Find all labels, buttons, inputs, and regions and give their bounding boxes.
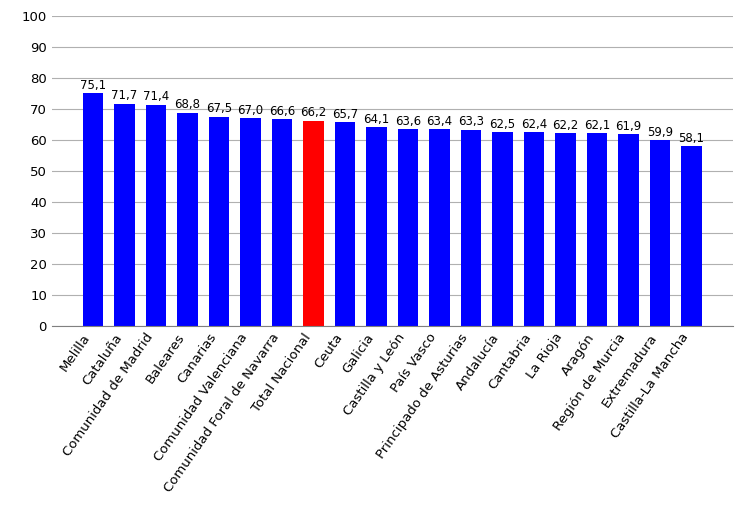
Text: 66,2: 66,2	[300, 106, 326, 119]
Bar	[272, 119, 292, 326]
Text: 65,7: 65,7	[332, 108, 358, 121]
Bar	[83, 93, 103, 326]
Bar	[240, 118, 260, 326]
Bar	[492, 132, 513, 326]
Bar	[650, 140, 670, 326]
Bar	[682, 146, 702, 326]
Bar	[366, 127, 387, 326]
Bar	[209, 117, 229, 326]
Bar	[587, 134, 607, 326]
Bar	[461, 130, 481, 326]
Text: 75,1: 75,1	[80, 79, 106, 92]
Text: 61,9: 61,9	[615, 120, 642, 133]
Text: 59,9: 59,9	[647, 126, 673, 139]
Text: 62,5: 62,5	[489, 118, 516, 131]
Text: 63,3: 63,3	[458, 115, 484, 128]
Text: 62,2: 62,2	[552, 119, 579, 132]
Text: 67,5: 67,5	[206, 103, 232, 115]
Bar	[114, 104, 135, 326]
Bar	[303, 120, 323, 326]
Text: 64,1: 64,1	[363, 113, 389, 126]
Bar	[334, 122, 355, 326]
Text: 62,1: 62,1	[584, 119, 610, 132]
Text: 68,8: 68,8	[175, 98, 201, 112]
Bar	[429, 129, 450, 326]
Text: 71,7: 71,7	[111, 89, 138, 103]
Text: 63,4: 63,4	[426, 115, 452, 128]
Text: 62,4: 62,4	[521, 118, 547, 131]
Text: 71,4: 71,4	[143, 90, 169, 103]
Bar	[397, 129, 418, 326]
Bar	[524, 133, 544, 326]
Text: 66,6: 66,6	[269, 105, 295, 118]
Bar	[178, 113, 198, 326]
Text: 63,6: 63,6	[395, 115, 421, 127]
Bar	[555, 133, 576, 326]
Text: 58,1: 58,1	[679, 132, 704, 145]
Bar	[146, 105, 166, 326]
Text: 67,0: 67,0	[238, 104, 263, 117]
Bar	[618, 134, 639, 326]
